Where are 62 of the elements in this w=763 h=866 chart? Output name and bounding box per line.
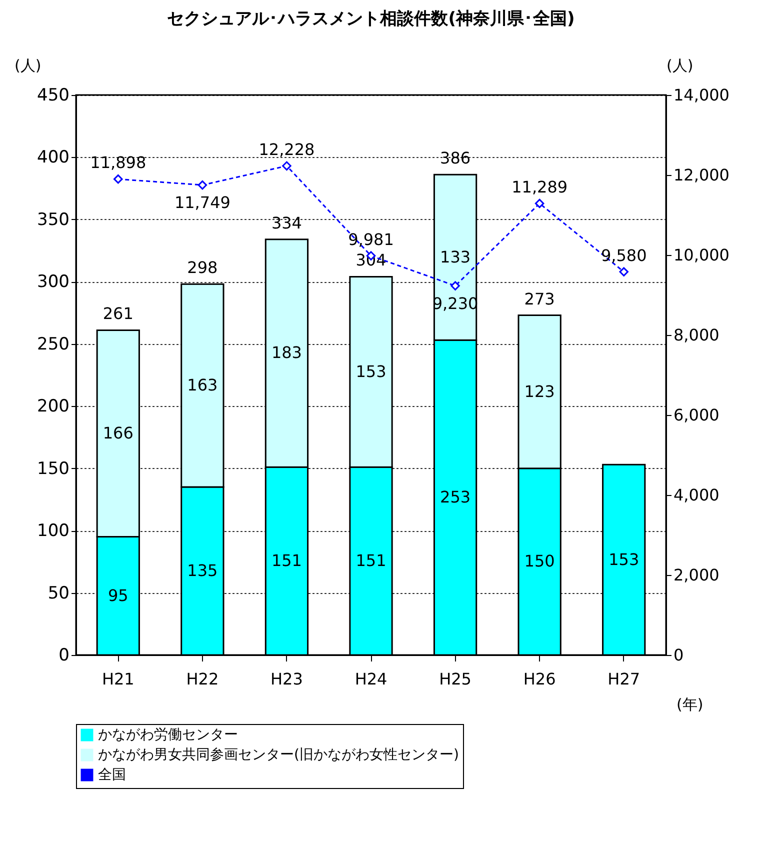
- legend-label: かながわ男女共同参画センター(旧かながわ女性センター): [98, 747, 459, 763]
- x-tick-label: H24: [354, 670, 388, 688]
- y-tick-label: 250: [37, 334, 70, 354]
- y2-tick-label: 0: [674, 646, 684, 664]
- data-label: 163: [187, 376, 218, 395]
- y-tick-label: 50: [48, 583, 70, 604]
- chart-title: セクシュアル･ハラスメント相談件数(神奈川県･全国): [167, 9, 575, 29]
- total-label: 273: [524, 289, 555, 308]
- data-label: 166: [102, 423, 134, 442]
- y2-tick-label: 4,000: [674, 486, 720, 504]
- y2-tick-label: 12,000: [674, 166, 730, 184]
- point: [198, 180, 208, 190]
- data-label: 153: [608, 550, 640, 569]
- y-tick-label: 200: [37, 396, 70, 417]
- y-tick-label: 400: [37, 148, 70, 168]
- x-tick-label: H22: [186, 670, 219, 688]
- legend-label: かながわ労働センター: [98, 727, 238, 743]
- total-label: 298: [187, 258, 218, 278]
- x-tick-label: H23: [270, 670, 303, 688]
- y-axis-title: (人): [14, 56, 42, 74]
- y-tick-label: 100: [37, 521, 70, 542]
- point: [534, 198, 544, 208]
- y2-tick-label: 8,000: [674, 326, 720, 344]
- y2-axis-title: (人): [666, 56, 694, 74]
- data-label: 151: [356, 551, 386, 570]
- x-tick-label: H27: [608, 670, 640, 688]
- point: [619, 267, 628, 276]
- point: [282, 161, 292, 171]
- y2-tick-label: 2,000: [674, 566, 720, 584]
- data-label: 95: [108, 586, 128, 605]
- x-axis-title: (年): [676, 696, 704, 714]
- y-tick-label: 0: [58, 646, 70, 666]
- data-label: 151: [271, 551, 302, 570]
- y2-tick-label: 14,000: [674, 86, 730, 104]
- y2-tick-label: 6,000: [674, 406, 720, 424]
- total-label: 386: [440, 148, 471, 168]
- y-tick-label: 150: [37, 458, 70, 479]
- data-label: 133: [440, 247, 471, 266]
- data-label: 135: [187, 561, 218, 580]
- x-tick-label: H21: [102, 670, 134, 688]
- data-label: 183: [271, 343, 302, 362]
- legend-label: 全国: [98, 767, 126, 783]
- y-tick-label: 450: [37, 86, 70, 106]
- data-label: 253: [440, 488, 471, 507]
- x-tick-label: H26: [523, 670, 556, 688]
- data-label: 150: [524, 552, 555, 571]
- y-tick-label: 300: [37, 272, 70, 292]
- data-label: 11,289: [512, 177, 568, 196]
- data-label: 123: [524, 382, 555, 401]
- data-label: 12,228: [258, 140, 315, 159]
- data-label: 11,749: [174, 193, 230, 212]
- point: [450, 281, 460, 290]
- data-label: 153: [356, 362, 386, 381]
- data-label: 9,580: [600, 246, 647, 265]
- y-tick-label: 350: [37, 210, 70, 230]
- total-label: 334: [271, 213, 302, 232]
- point: [114, 174, 123, 184]
- total-label: 261: [102, 304, 134, 324]
- data-label: 9,981: [348, 230, 394, 249]
- data-label: 11,898: [90, 153, 146, 172]
- x-tick-label: H25: [439, 670, 472, 688]
- y2-tick-label: 10,000: [674, 246, 730, 264]
